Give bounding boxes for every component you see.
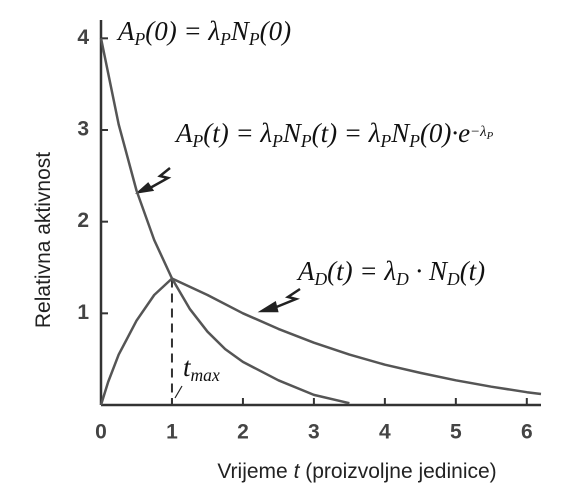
x-tick-label: 3	[308, 421, 320, 444]
formula-annotation: AP(t) = λPNP(t) = λPNP(0)·e−λP	[174, 118, 494, 151]
label-part: P	[248, 29, 260, 49]
label-part: (proizvoljne jedinice)	[299, 460, 496, 483]
series-line	[99, 38, 350, 405]
x-tick-label: 4	[379, 421, 391, 444]
label-part: N	[230, 16, 251, 46]
label-part: P	[300, 131, 312, 151]
arrow	[273, 287, 301, 310]
label-part: D	[314, 269, 328, 289]
label-part: (0)	[260, 16, 291, 46]
marker-label: tmax	[183, 352, 220, 385]
label-part: (t) = λ	[327, 256, 396, 286]
label-part: −λ	[470, 124, 487, 140]
label-part: max	[191, 365, 220, 385]
label-part: t	[294, 460, 301, 483]
label-part: P	[486, 130, 494, 142]
label-part: P	[271, 131, 283, 151]
label-part: N	[390, 118, 411, 148]
label-part: A	[296, 256, 315, 286]
label-part: N	[282, 118, 303, 148]
y-tick-label: 4	[77, 26, 89, 49]
label-part: P	[408, 131, 420, 151]
label-part: (t) = λ	[203, 118, 272, 148]
x-tick-label: 6	[521, 421, 533, 444]
y-tick-label: 3	[77, 118, 89, 141]
x-tick-label: 2	[237, 421, 249, 444]
arrow	[174, 385, 183, 399]
y-axis-label: Relativna aktivnost	[32, 152, 55, 328]
x-tick-label: 0	[95, 421, 107, 444]
pointer-arrows	[135, 167, 301, 399]
label-part: D	[395, 269, 409, 289]
label-part: (t) = λ	[312, 118, 381, 148]
label-part: P	[379, 131, 391, 151]
label-part: (0)·e	[420, 118, 470, 148]
x-tick-label: 5	[450, 421, 462, 444]
label-part: P	[192, 131, 204, 151]
y-tick-label: 2	[77, 209, 89, 232]
formula-annotation: AD(t) = λD · ND(t)	[296, 256, 485, 289]
label-part: P	[219, 29, 231, 49]
arrow	[149, 167, 172, 190]
formula-annotation: AP(0) = λPNP(0)	[116, 16, 291, 49]
label-part: (t)	[460, 256, 485, 286]
label-part: A	[174, 118, 193, 148]
label-part: P	[134, 29, 146, 49]
y-tick-label: 1	[77, 301, 89, 324]
label-part: t	[183, 352, 192, 382]
label-part: D	[446, 269, 460, 289]
arrowhead	[135, 182, 155, 194]
label-part: · N	[409, 256, 449, 286]
series-line	[99, 277, 542, 406]
label-part: A	[116, 16, 135, 46]
label-part: Vrijeme	[217, 460, 293, 483]
x-tick-label: 1	[166, 421, 178, 444]
x-axis-label: Vrijeme t (proizvoljne jedinice)	[217, 460, 496, 483]
arrowhead	[257, 301, 279, 313]
label-part: (0) = λ	[145, 16, 220, 46]
